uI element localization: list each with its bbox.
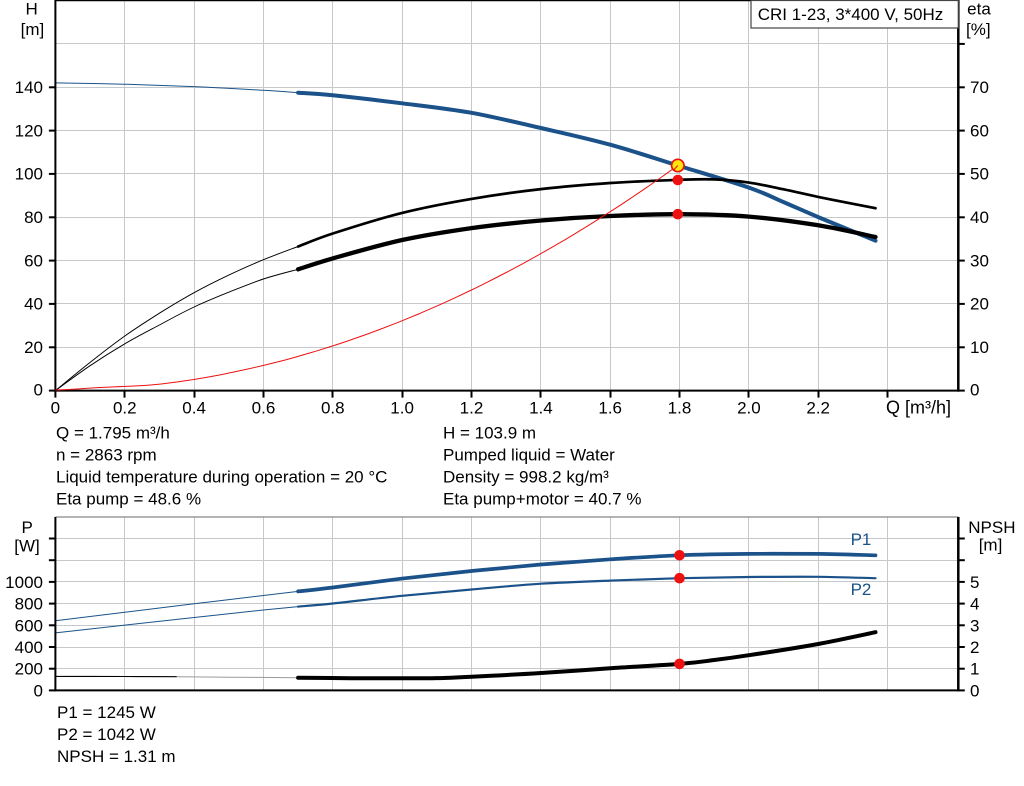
svg-text:600: 600 — [15, 616, 43, 635]
svg-text:n = 2863 rpm: n = 2863 rpm — [56, 446, 157, 465]
svg-text:140: 140 — [15, 78, 43, 97]
svg-text:[%]: [%] — [966, 20, 991, 39]
svg-text:P2 = 1042 W: P2 = 1042 W — [57, 725, 156, 744]
svg-text:800: 800 — [15, 595, 43, 614]
svg-text:P: P — [22, 518, 33, 537]
svg-text:P2: P2 — [851, 580, 872, 599]
svg-text:1000: 1000 — [5, 573, 43, 592]
svg-text:80: 80 — [24, 208, 43, 227]
svg-text:1.0: 1.0 — [390, 399, 414, 418]
svg-text:20: 20 — [970, 295, 989, 314]
svg-text:Q [m³/h]: Q [m³/h] — [886, 398, 951, 418]
svg-text:Eta pump+motor = 40.7 %: Eta pump+motor = 40.7 % — [443, 490, 641, 509]
svg-text:2.2: 2.2 — [806, 399, 830, 418]
svg-text:CRI 1-23, 3*400 V, 50Hz: CRI 1-23, 3*400 V, 50Hz — [758, 5, 944, 24]
svg-text:2: 2 — [970, 638, 979, 657]
svg-text:[W]: [W] — [14, 537, 40, 556]
svg-text:0: 0 — [970, 681, 979, 700]
svg-text:70: 70 — [970, 78, 989, 97]
svg-text:10: 10 — [970, 338, 989, 357]
svg-text:4: 4 — [970, 595, 979, 614]
svg-text:100: 100 — [15, 165, 43, 184]
svg-text:NPSH: NPSH — [968, 518, 1015, 537]
svg-text:0.6: 0.6 — [252, 399, 276, 418]
svg-text:P1: P1 — [851, 530, 872, 549]
svg-text:40: 40 — [24, 295, 43, 314]
svg-text:Q = 1.795 m³/h: Q = 1.795 m³/h — [56, 424, 170, 443]
svg-text:Eta pump = 48.6 %: Eta pump = 48.6 % — [56, 490, 201, 509]
svg-text:20: 20 — [24, 338, 43, 357]
svg-text:Density = 998.2 kg/m³: Density = 998.2 kg/m³ — [443, 468, 609, 487]
svg-text:30: 30 — [970, 251, 989, 270]
svg-text:Liquid temperature during oper: Liquid temperature during operation = 20… — [56, 468, 387, 487]
svg-text:H: H — [26, 0, 38, 19]
svg-text:60: 60 — [970, 121, 989, 140]
svg-text:3: 3 — [970, 616, 979, 635]
svg-text:1: 1 — [970, 660, 979, 679]
svg-text:1.4: 1.4 — [529, 399, 553, 418]
svg-text:400: 400 — [15, 638, 43, 657]
svg-text:0.8: 0.8 — [321, 399, 345, 418]
svg-text:Pumped liquid = Water: Pumped liquid = Water — [443, 446, 615, 465]
svg-text:eta: eta — [967, 0, 991, 19]
svg-text:120: 120 — [15, 121, 43, 140]
svg-text:P1 = 1245 W: P1 = 1245 W — [57, 703, 156, 722]
svg-text:1.2: 1.2 — [460, 399, 484, 418]
svg-text:60: 60 — [24, 251, 43, 270]
svg-text:200: 200 — [15, 660, 43, 679]
svg-text:5: 5 — [970, 573, 979, 592]
svg-text:0: 0 — [970, 380, 979, 399]
svg-text:1.6: 1.6 — [598, 399, 622, 418]
svg-text:0.4: 0.4 — [182, 399, 206, 418]
svg-text:1.8: 1.8 — [668, 399, 692, 418]
svg-text:H = 103.9 m: H = 103.9 m — [443, 424, 536, 443]
svg-text:0: 0 — [34, 380, 43, 399]
svg-text:[m]: [m] — [21, 20, 45, 39]
svg-text:40: 40 — [970, 208, 989, 227]
svg-text:50: 50 — [970, 165, 989, 184]
svg-text:0: 0 — [34, 681, 43, 700]
svg-text:0: 0 — [51, 399, 60, 418]
svg-text:NPSH = 1.31 m: NPSH = 1.31 m — [57, 747, 176, 766]
svg-text:[m]: [m] — [979, 536, 1003, 555]
svg-text:2.0: 2.0 — [737, 399, 761, 418]
svg-text:0.2: 0.2 — [113, 399, 137, 418]
